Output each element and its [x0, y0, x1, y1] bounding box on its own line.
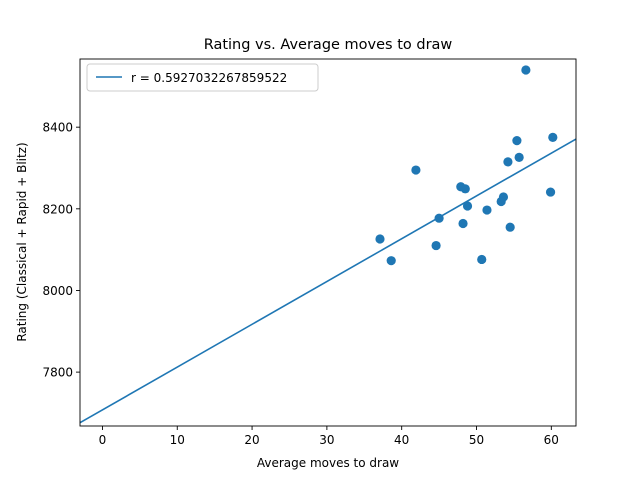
data-point-3 [411, 165, 421, 175]
x-tick-label: 20 [244, 433, 259, 447]
data-point-20 [548, 132, 558, 142]
legend: r = 0.5927032267859522 [86, 63, 319, 92]
data-point-19 [545, 187, 556, 197]
data-points [375, 65, 558, 266]
x-axis-label: Average moves to draw [257, 456, 399, 470]
y-axis-label: Rating (Classical + Rapid + Blitz) [15, 142, 29, 341]
x-tick-label: 30 [319, 433, 334, 447]
x-tick-label: 50 [469, 433, 484, 447]
data-point-2 [386, 256, 396, 266]
data-point-10 [477, 254, 487, 265]
data-point-14 [503, 157, 513, 167]
x-tick-label: 40 [394, 433, 409, 447]
plot-area [79, 65, 577, 424]
data-point-9 [462, 201, 473, 211]
y-tick-label: 8400 [42, 121, 73, 135]
data-point-16 [512, 136, 522, 146]
y-tick-label: 7800 [42, 366, 73, 380]
data-point-8 [460, 184, 470, 194]
x-tick-label: 0 [99, 433, 107, 447]
x-axis-ticks: 0 10 20 30 40 50 60 [99, 426, 559, 447]
axes-frame [79, 58, 577, 427]
data-point-4 [431, 240, 441, 251]
data-point-13 [498, 192, 509, 202]
data-point-7 [458, 218, 468, 229]
data-point-11 [482, 205, 492, 215]
legend-label: r = 0.5927032267859522 [131, 71, 287, 85]
regression-line [79, 138, 577, 424]
chart-title: Rating vs. Average moves to draw [204, 37, 453, 53]
y-tick-label: 8200 [42, 202, 73, 216]
y-axis-ticks: 7800 8000 8200 8400 [42, 121, 80, 380]
data-point-15 [505, 222, 515, 232]
y-tick-label: 8000 [42, 284, 73, 298]
data-point-17 [514, 152, 524, 162]
data-point-18 [521, 65, 531, 75]
legend-box [86, 63, 319, 92]
x-tick-label: 60 [544, 433, 559, 447]
x-tick-label: 10 [170, 433, 185, 447]
data-point-5 [434, 213, 444, 223]
data-point-1 [375, 234, 385, 244]
